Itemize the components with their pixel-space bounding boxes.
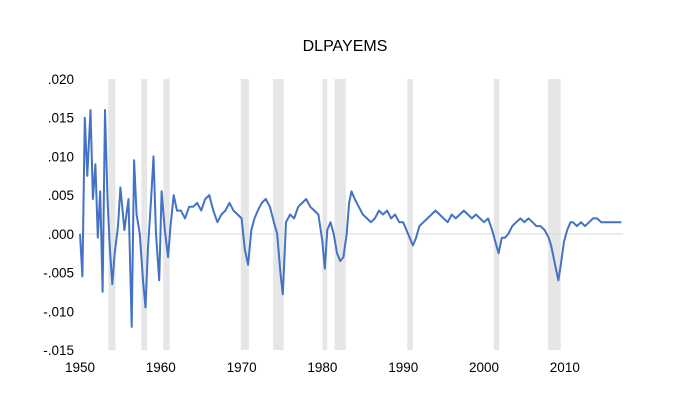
recession-band-5 xyxy=(322,79,328,350)
x-tick-label: 2000 xyxy=(469,360,499,375)
y-tick-label: -.010 xyxy=(43,304,74,319)
x-tick-label: 1990 xyxy=(388,360,418,375)
x-tick-label: 1950 xyxy=(65,360,95,375)
y-tick-label: .000 xyxy=(48,227,74,242)
recession-shading xyxy=(108,79,561,350)
recession-band-0 xyxy=(108,79,116,350)
y-tick-label: -.015 xyxy=(43,343,74,358)
x-tick-label: 1980 xyxy=(307,360,337,375)
recession-band-8 xyxy=(493,79,500,350)
recession-band-1 xyxy=(141,79,148,350)
recession-band-3 xyxy=(240,79,249,350)
y-tick-label: .005 xyxy=(48,188,74,203)
x-tick-label: 1970 xyxy=(227,360,257,375)
x-tick-label: 2010 xyxy=(550,360,580,375)
y-tick-label: -.005 xyxy=(43,266,74,281)
y-tick-label: .020 xyxy=(48,72,74,87)
recession-band-6 xyxy=(334,79,346,350)
recession-band-4 xyxy=(273,79,284,350)
recession-band-7 xyxy=(407,79,413,350)
x-tick-label: 1960 xyxy=(146,360,176,375)
y-axis: .020 .015 .010 .005 .000 -.005 -.010 -.015 xyxy=(43,72,74,358)
y-tick-label: .010 xyxy=(48,149,74,164)
chart-title: DLPAYEMS xyxy=(303,38,388,55)
recession-band-9 xyxy=(547,79,561,350)
series-line-dlpayems xyxy=(79,109,622,328)
recession-band-2 xyxy=(163,79,170,350)
x-axis: 1950 1960 1970 1980 1990 2000 2010 xyxy=(65,360,580,375)
y-tick-label: .015 xyxy=(48,111,74,126)
